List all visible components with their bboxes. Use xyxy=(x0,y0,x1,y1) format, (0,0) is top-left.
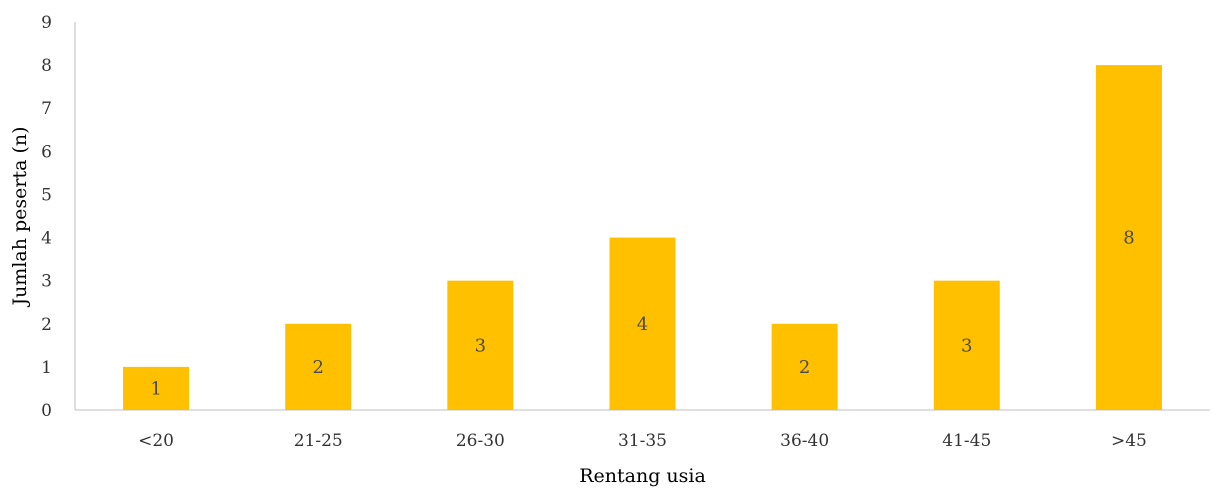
x-tick-label: 31-35 xyxy=(618,431,667,451)
y-tick-label: 0 xyxy=(41,401,52,421)
x-tick-label: 41-45 xyxy=(942,431,991,451)
bar-1 xyxy=(123,366,190,410)
y-tick-label: 9 xyxy=(41,13,52,33)
bars-group xyxy=(123,65,1162,410)
x-tick-label: 26-30 xyxy=(456,431,505,451)
bar-6 xyxy=(933,280,1000,410)
bar-7 xyxy=(1095,65,1162,410)
y-axis-ticks: 0 1 2 3 4 5 6 7 8 9 xyxy=(41,13,52,421)
data-label: 4 xyxy=(637,314,648,335)
y-tick-label: 6 xyxy=(41,142,52,162)
x-axis-ticks: <20 21-25 26-30 31-35 36-40 41-45 >45 xyxy=(138,431,1147,451)
x-tick-label: 21-25 xyxy=(294,431,343,451)
x-axis-title: Rentang usia xyxy=(579,465,706,487)
x-tick-label: <20 xyxy=(138,431,174,451)
y-tick-label: 4 xyxy=(41,229,52,249)
data-label: 8 xyxy=(1123,228,1134,249)
bar-4 xyxy=(609,237,676,410)
bar-2 xyxy=(285,323,352,410)
y-tick-label: 1 xyxy=(41,358,52,378)
x-tick-label: 36-40 xyxy=(780,431,829,451)
y-tick-label: 5 xyxy=(41,185,52,205)
data-label: 2 xyxy=(799,357,810,378)
y-tick-label: 8 xyxy=(41,56,52,76)
data-labels-group: 1 2 3 4 2 3 8 xyxy=(150,228,1134,400)
data-label: 1 xyxy=(150,378,161,399)
y-tick-label: 3 xyxy=(41,272,52,292)
data-label: 3 xyxy=(475,335,486,356)
data-label: 2 xyxy=(312,357,323,378)
y-tick-label: 7 xyxy=(41,99,52,119)
x-tick-label: >45 xyxy=(1111,431,1147,451)
data-label: 3 xyxy=(961,335,972,356)
bar-5 xyxy=(771,323,838,410)
bar-3 xyxy=(447,280,514,410)
y-axis-title: Jumlah peserta (n) xyxy=(9,126,31,307)
y-tick-label: 2 xyxy=(41,315,52,335)
